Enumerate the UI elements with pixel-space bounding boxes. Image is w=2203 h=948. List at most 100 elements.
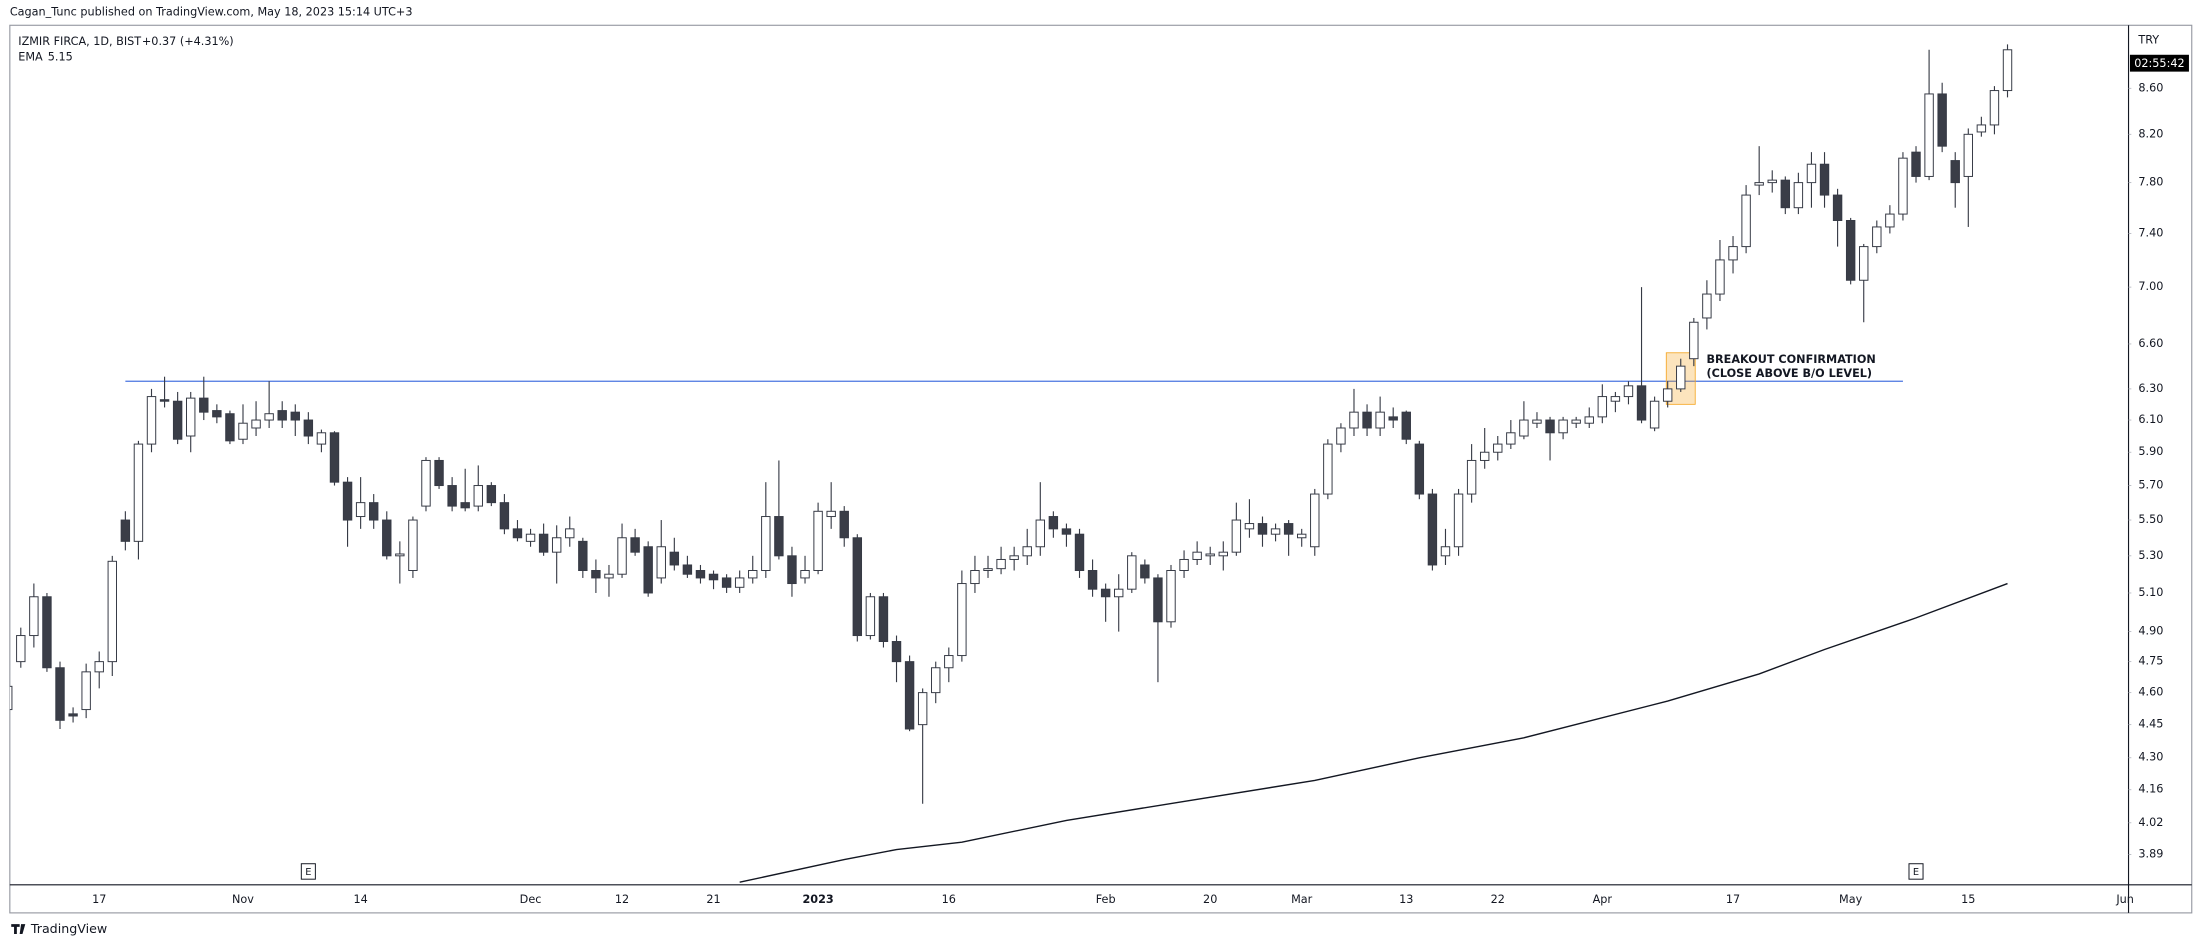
x-tick-label: 16 — [942, 893, 956, 906]
candle-up — [29, 596, 39, 637]
y-tick-label: 7.40 — [2138, 226, 2163, 239]
y-tick-label: 7.00 — [2138, 280, 2163, 293]
candle-down — [1087, 570, 1098, 590]
y-tick-label: 5.30 — [2138, 549, 2163, 562]
candle-down — [1362, 411, 1372, 429]
candle-down — [1283, 523, 1294, 535]
y-tick-label: 4.02 — [2138, 816, 2163, 829]
candle-down — [708, 573, 719, 581]
candle-down — [1911, 151, 1921, 177]
x-tick-label: 20 — [1203, 893, 1217, 906]
logo-mark — [11, 924, 26, 934]
candle-up — [16, 635, 26, 663]
countdown-tag — [2129, 54, 2189, 72]
candle-up — [1519, 419, 1529, 437]
candle-up — [94, 661, 104, 673]
candle-down — [225, 413, 235, 442]
candle-up — [1741, 194, 1751, 248]
candle-up — [1571, 419, 1581, 424]
candle-down — [787, 555, 797, 585]
candle-down — [1414, 443, 1425, 495]
candle-down — [42, 596, 52, 669]
y-tick-label: 4.30 — [2138, 751, 2163, 764]
candle-down — [382, 519, 392, 557]
candle-up — [1898, 157, 1908, 215]
candle-down — [1140, 564, 1150, 579]
candle-up — [1963, 133, 1974, 177]
candle-up — [1114, 588, 1124, 598]
candle-up — [355, 502, 366, 518]
candle-down — [277, 410, 287, 421]
event-label: E — [305, 867, 311, 878]
candle-up — [931, 667, 941, 694]
candle-up — [1296, 533, 1307, 539]
candle-up — [917, 692, 928, 726]
candle-down — [460, 502, 470, 509]
candle-up — [1192, 551, 1202, 560]
candle-down — [538, 533, 549, 553]
candle-up — [421, 459, 431, 507]
candle-up — [1989, 90, 2000, 126]
candle-down — [878, 596, 889, 643]
candle-down — [1950, 160, 1960, 184]
candle-up — [1323, 443, 1333, 495]
candle-up — [408, 519, 418, 571]
candle-up — [1793, 182, 1804, 209]
candle-down — [669, 551, 680, 566]
candle-down — [904, 661, 915, 730]
annotation-text: BREAKOUT CONFIRMATION — [1706, 353, 1875, 366]
candle-up — [761, 516, 771, 571]
candle-up — [1270, 528, 1281, 535]
y-tick-label: 6.30 — [2138, 382, 2163, 395]
candle-down — [1780, 179, 1791, 209]
candle-up — [107, 560, 117, 663]
candle-up — [81, 671, 91, 711]
candle-up — [395, 553, 405, 557]
y-tick-label: 5.50 — [2138, 513, 2163, 526]
candle-up — [1336, 427, 1346, 445]
x-tick-label: May — [1839, 893, 1863, 906]
y-tick-label: 5.70 — [2138, 479, 2163, 492]
x-tick-label: Apr — [1593, 893, 1613, 906]
candle-up — [186, 397, 196, 437]
y-tick-label: 5.90 — [2138, 445, 2163, 458]
y-tick-label: 4.75 — [2138, 655, 2163, 668]
candle-down — [1388, 416, 1398, 421]
currency: TRY — [2137, 34, 2159, 47]
candle-down — [578, 540, 588, 571]
x-tick-label: 2023 — [802, 893, 833, 906]
symbol-title: IZMIR FIRCA, 1D, BIST — [18, 35, 141, 48]
candle-up — [1466, 459, 1477, 495]
candle-up — [1375, 411, 1385, 429]
candle-down — [368, 502, 379, 521]
candle-down — [891, 641, 902, 663]
candle-up — [826, 510, 836, 518]
candle-up — [1506, 432, 1516, 445]
candle-up — [734, 577, 745, 588]
candle-up — [473, 485, 483, 507]
y-tick-label: 4.45 — [2138, 718, 2163, 731]
footer-logo: TradingView — [11, 921, 107, 936]
y-tick-label: 4.90 — [2138, 625, 2163, 638]
y-tick-label: 8.60 — [2138, 81, 2163, 94]
candle-up — [996, 558, 1006, 570]
plot-area — [9, 44, 2013, 883]
candle-down — [1545, 419, 1555, 434]
candle-up — [316, 432, 327, 445]
candle-up — [525, 533, 536, 542]
candle-up — [1310, 493, 1320, 548]
candle-up — [1453, 493, 1464, 548]
candle-up — [1728, 246, 1738, 261]
candle-up — [944, 655, 954, 669]
candle-up — [238, 422, 248, 440]
candle-up — [1754, 182, 1764, 186]
ema-line — [739, 582, 2008, 883]
candle-down — [342, 481, 353, 521]
frame — [9, 24, 2193, 914]
candle-down — [434, 459, 444, 487]
x-tick-label: 14 — [353, 893, 367, 906]
x-tick-label: 22 — [1491, 893, 1505, 906]
candle-up — [1218, 551, 1228, 557]
